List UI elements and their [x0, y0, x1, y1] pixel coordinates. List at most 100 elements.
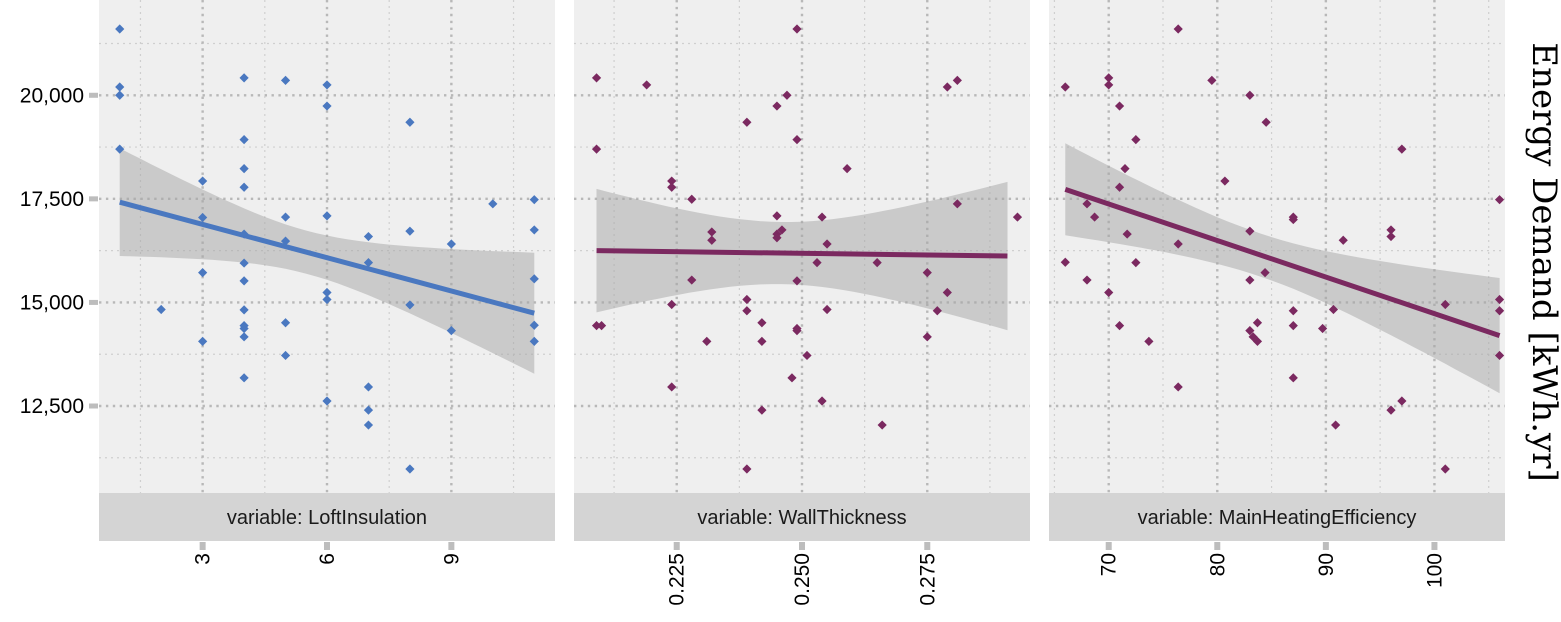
- data-point: [667, 176, 677, 186]
- confidence-band: [119, 148, 535, 374]
- x-tick-label: 3: [192, 553, 215, 565]
- data-point: [1012, 212, 1023, 222]
- x-tick-mark: [673, 542, 680, 550]
- data-point: [322, 101, 332, 111]
- facet-panel: variable: WallThickness 0.225 0.250 0.275: [574, 0, 1030, 606]
- data-point: [239, 305, 249, 315]
- data-point: [280, 350, 291, 361]
- data-point: [363, 420, 374, 430]
- data-point: [1120, 164, 1130, 174]
- x-tick-mark: [1214, 542, 1221, 550]
- data-point: [1386, 405, 1396, 415]
- x-tick-label: 9: [440, 553, 463, 565]
- y-tick-label: 20,000: [20, 84, 84, 107]
- regression-line: [596, 248, 1008, 259]
- data-point: [1252, 336, 1263, 346]
- data-point: [1260, 268, 1270, 278]
- regression-line: [119, 199, 535, 316]
- data-point: [239, 258, 249, 268]
- data-point: [642, 80, 652, 90]
- strip-background: [574, 493, 1030, 541]
- data-point: [1173, 239, 1183, 249]
- y-tick-mark: [89, 403, 98, 409]
- data-point: [1288, 214, 1298, 225]
- x-tick-label: 0.250: [791, 553, 814, 606]
- data-point: [363, 405, 374, 415]
- data-point: [1173, 24, 1183, 34]
- data-point: [1220, 176, 1230, 186]
- data-point: [812, 258, 822, 268]
- x-tick-mark: [324, 542, 330, 550]
- data-point: [822, 239, 832, 249]
- data-point: [792, 276, 802, 286]
- x-tick-label: 70: [1098, 553, 1121, 576]
- data-point: [922, 268, 932, 278]
- data-point: [1252, 318, 1263, 328]
- data-point: [280, 75, 291, 85]
- x-tick-label: 6: [316, 553, 339, 565]
- data-point: [1122, 229, 1132, 239]
- data-point: [772, 211, 782, 221]
- data-point: [1440, 299, 1450, 310]
- data-point: [115, 90, 125, 100]
- data-point: [596, 321, 607, 331]
- data-point: [115, 24, 125, 34]
- data-point: [1173, 382, 1183, 392]
- x-tick-mark: [199, 542, 206, 550]
- data-point: [1397, 144, 1407, 154]
- data-point: [817, 396, 827, 406]
- data-point: [742, 464, 752, 474]
- data-point: [1494, 195, 1505, 205]
- x-tick-label: 100: [1423, 553, 1446, 588]
- data-point: [1114, 101, 1125, 111]
- facet-panel: variable: LoftInsulation 3 6 9: [99, 0, 555, 565]
- x-tick-mark: [1105, 542, 1112, 550]
- data-point: [1386, 231, 1396, 242]
- data-point: [1090, 212, 1100, 222]
- data-point: [198, 212, 208, 223]
- data-point: [757, 405, 767, 415]
- data-point: [757, 336, 767, 346]
- data-point: [488, 199, 498, 209]
- panels: variable: LoftInsulation 3 6 9 variable: Wal…: [99, 0, 1505, 606]
- data-point: [1104, 80, 1114, 90]
- data-point: [787, 373, 797, 383]
- data-point: [363, 231, 374, 242]
- data-point: [782, 90, 792, 100]
- data-point: [687, 194, 697, 204]
- data-point: [322, 80, 332, 90]
- strip-background: [1049, 493, 1505, 541]
- confidence-band: [1065, 143, 1500, 394]
- data-point: [1494, 350, 1505, 361]
- strip-label: variable: LoftInsulation: [227, 507, 427, 529]
- data-point: [239, 73, 249, 83]
- data-point: [742, 294, 752, 305]
- data-point: [1207, 75, 1217, 85]
- data-point: [1261, 117, 1271, 127]
- x-tick-label: 80: [1206, 553, 1229, 576]
- x-tick-mark: [448, 542, 455, 550]
- data-point: [115, 144, 125, 154]
- data-point: [1328, 304, 1339, 315]
- x-tick-label: 90: [1315, 553, 1338, 576]
- data-point: [239, 276, 249, 286]
- data-point: [405, 117, 415, 127]
- y-tick-mark: [89, 196, 98, 202]
- data-point: [156, 304, 166, 315]
- data-point: [1104, 287, 1114, 298]
- data-point: [446, 326, 456, 336]
- data-point: [446, 239, 456, 249]
- x-tick-mark: [799, 542, 805, 550]
- data-point: [239, 135, 249, 145]
- data-point: [772, 101, 782, 111]
- strip-label: variable: MainHeatingEfficiency: [1138, 507, 1417, 529]
- data-point: [822, 304, 832, 315]
- data-point: [952, 199, 962, 209]
- y-tick-label: 15,000: [20, 291, 84, 314]
- data-point: [1131, 135, 1141, 145]
- data-point: [1245, 326, 1255, 336]
- data-point: [239, 323, 249, 334]
- data-point: [872, 258, 882, 268]
- y-tick-mark: [89, 299, 98, 305]
